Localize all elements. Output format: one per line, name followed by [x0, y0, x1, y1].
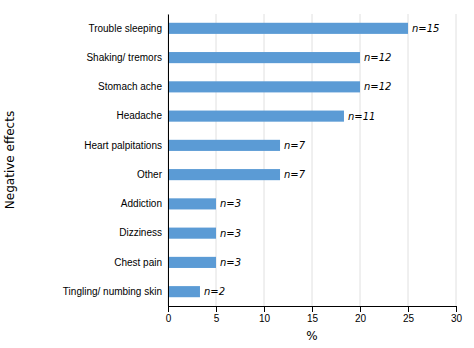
grid-line	[456, 14, 457, 306]
x-tick-label: 25	[403, 313, 415, 324]
grid-line	[168, 14, 169, 306]
x-tick-mark	[312, 306, 313, 312]
x-axis-title: %	[306, 329, 317, 343]
annotation: n=2	[204, 286, 225, 297]
bar	[168, 198, 216, 209]
annotation: n=3	[220, 228, 241, 239]
x-tick: 25	[403, 306, 415, 324]
x-tick: 5	[214, 306, 220, 324]
x-tick: 0	[166, 306, 172, 324]
x-tick-label: 30	[451, 313, 463, 324]
y-axis: Tingling/ numbing skin Chest pain Dizzines…	[63, 15, 169, 307]
annotation: n=7	[284, 169, 306, 180]
annotation: n=3	[220, 198, 241, 209]
x-tick: 20	[355, 306, 367, 324]
x-tick-label: 20	[355, 313, 367, 324]
x-tick-mark	[216, 306, 217, 312]
x-tick-mark	[360, 306, 361, 312]
y-tick: Dizziness	[119, 227, 168, 238]
annotation: n=11	[348, 111, 375, 122]
x-tick-label: 15	[307, 313, 319, 324]
y-tick-label: Other	[137, 169, 163, 180]
y-tick: Chest pain	[114, 257, 168, 268]
y-tick-label: Chest pain	[114, 257, 162, 268]
bars	[168, 23, 408, 297]
y-tick-label: Addiction	[121, 198, 162, 209]
annotation: n=12	[364, 81, 391, 92]
bar	[168, 286, 200, 297]
bar	[168, 140, 280, 151]
x-tick-mark	[168, 306, 169, 312]
y-tick: Headache	[116, 110, 168, 121]
y-tick: Tingling/ numbing skin	[63, 286, 168, 297]
grid	[168, 14, 456, 306]
bar	[168, 52, 360, 63]
annotation: n=12	[364, 52, 391, 63]
annotation: n=15	[412, 23, 439, 34]
bar	[168, 169, 280, 180]
plot: 0 5 10 15 20 25 30 Tingling/ numbing skin Chest …	[3, 14, 462, 343]
chart: 0 5 10 15 20 25 30 Tingling/ numbing skin Chest …	[0, 0, 474, 348]
y-tick-label: Trouble sleeping	[88, 23, 162, 34]
y-tick: Shaking/ tremors	[86, 52, 168, 63]
y-tick: Heart palpitations	[84, 140, 168, 151]
grid-line	[408, 14, 409, 306]
y-tick: Trouble sleeping	[88, 23, 168, 34]
x-tick-label: 10	[259, 313, 271, 324]
bar	[168, 81, 360, 92]
y-tick-label: Shaking/ tremors	[86, 52, 162, 63]
y-tick: Other	[137, 169, 168, 180]
x-tick-label: 5	[214, 313, 220, 324]
bar	[168, 228, 216, 239]
bar	[168, 257, 216, 268]
y-tick-label: Heart palpitations	[84, 140, 162, 151]
y-tick-label: Tingling/ numbing skin	[63, 286, 162, 297]
bar	[168, 23, 408, 34]
y-axis-line	[168, 15, 169, 307]
x-tick-mark	[456, 306, 457, 312]
annotation: n=7	[284, 140, 306, 151]
y-tick: Stomach ache	[98, 81, 168, 92]
x-tick: 30	[451, 306, 463, 324]
y-tick-label: Dizziness	[119, 227, 162, 238]
x-tick-mark	[264, 306, 265, 312]
y-tick-label: Stomach ache	[98, 81, 162, 92]
y-tick: Addiction	[121, 198, 168, 209]
x-axis-line	[169, 307, 457, 313]
x-tick-mark	[408, 306, 409, 312]
annotations: n=2 n=3 n=3 n=3 n=7 n=7 n=11 n=12 n=12 n=15	[204, 23, 439, 297]
y-axis-title: Negative effects	[3, 111, 17, 209]
annotation: n=3	[220, 257, 241, 268]
x-tick: 15	[307, 306, 319, 324]
x-tick: 10	[259, 306, 271, 324]
x-axis: 0 5 10 15 20 25 30	[166, 306, 463, 324]
x-tick-label: 0	[166, 313, 172, 324]
y-tick-label: Headache	[116, 110, 162, 121]
bar	[168, 111, 344, 122]
